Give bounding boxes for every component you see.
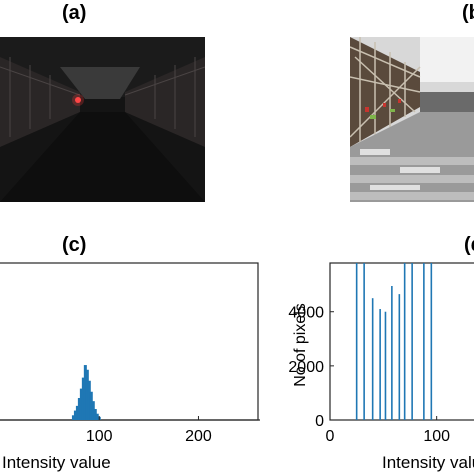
panel-label-c: (c) [62, 234, 87, 256]
histogram-bar [73, 410, 77, 420]
histogram-bar [95, 413, 99, 420]
tick-group: 0 2000 4000 0 100 [288, 305, 450, 445]
y-tick-label: 2000 [288, 359, 324, 376]
tick-group: 100 200 [86, 416, 212, 445]
dark-bridge-illustration [0, 37, 205, 202]
histogram-bar [77, 398, 81, 420]
y-tick-label: 0 [315, 413, 324, 430]
panel-label-b: (b) [462, 2, 474, 24]
x-tick-label: 0 [326, 428, 335, 445]
histogram-bar [93, 409, 97, 420]
histogram-bar [83, 365, 87, 420]
histogram-bar [89, 391, 93, 420]
x-tick-label: 200 [185, 428, 212, 445]
photo-enhanced-bridge [350, 37, 474, 202]
y-axis-label: No of pixels [292, 303, 309, 387]
histogram-bar [87, 380, 91, 420]
histogram-bar [91, 401, 95, 420]
x-axis-label: Intensity value [382, 453, 474, 472]
histogram-c: 100 200 Intensity value [0, 262, 260, 472]
histogram-bar [81, 377, 85, 420]
x-tick-label: 100 [86, 428, 113, 445]
panel-label-a: (a) [62, 2, 87, 24]
y-tick-label: 4000 [288, 305, 324, 322]
plot-frame [0, 262, 259, 421]
enhanced-bridge-illustration [350, 37, 474, 202]
histogram-d: 0 2000 4000 0 100 No of pixels Intensity val… [288, 262, 474, 472]
bars-group [71, 365, 101, 420]
bars-group [355, 263, 433, 420]
histogram-bar [71, 415, 75, 420]
histogram-bar [85, 369, 89, 420]
plot-frame [329, 262, 474, 421]
photo-dark-bridge [0, 37, 205, 202]
panel-label-d: (d) [464, 234, 474, 256]
histogram-bar [79, 388, 83, 420]
x-axis-label: Intensity value [2, 453, 111, 472]
x-tick-label: 100 [423, 428, 450, 445]
histogram-bar [75, 405, 79, 420]
